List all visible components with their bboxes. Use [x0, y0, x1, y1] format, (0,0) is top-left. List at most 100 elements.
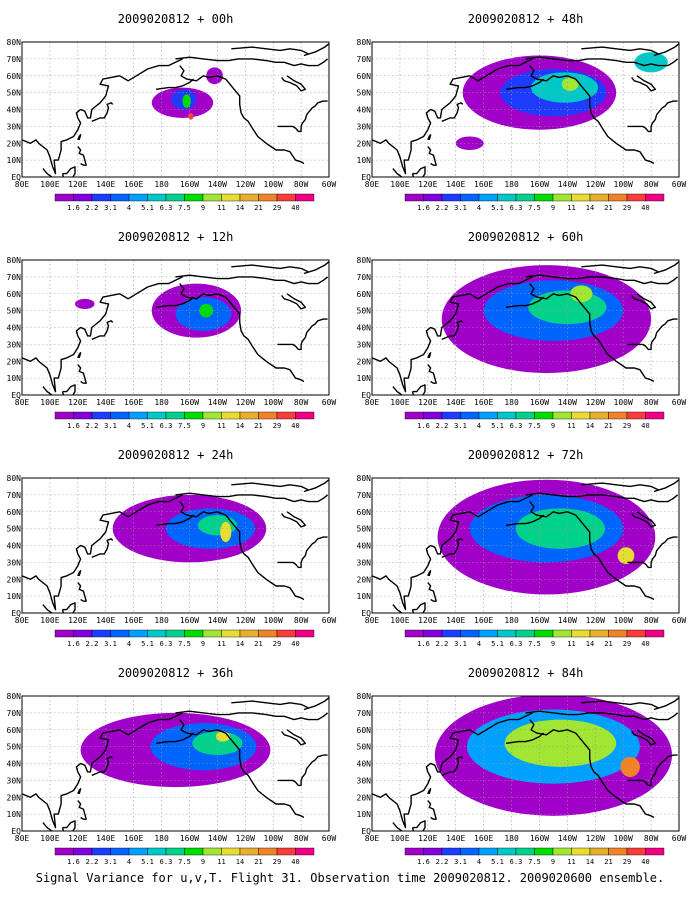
- map-frame: [371, 259, 680, 396]
- coastline: [529, 65, 655, 165]
- variance-contour: [455, 136, 484, 150]
- colorbar-swatch: [497, 629, 517, 638]
- colorbar-label: 40: [641, 640, 649, 648]
- coastline: [581, 46, 659, 55]
- x-tick-label: 180: [504, 616, 519, 625]
- y-tick-label: EQ: [361, 827, 371, 836]
- y-tick-label: 20N: [357, 575, 372, 584]
- y-tick-label: 70N: [357, 491, 372, 500]
- colorbar-swatch: [423, 411, 443, 420]
- colorbar-swatch: [571, 411, 591, 420]
- coastline: [77, 800, 87, 820]
- y-tick-label: 70N: [7, 709, 22, 718]
- y-tick-label: 30N: [357, 558, 372, 567]
- x-tick-label: 80W: [644, 616, 659, 625]
- variance-contour: [617, 547, 635, 565]
- y-tick-label: EQ: [11, 609, 21, 618]
- x-tick-label: 160W: [530, 834, 549, 843]
- y-tick-label: 40N: [7, 542, 22, 551]
- coastline: [427, 570, 432, 577]
- colorbar-label: 14: [586, 422, 594, 430]
- x-tick-label: 180: [154, 180, 169, 189]
- colorbar-label: 1.6: [67, 858, 80, 866]
- panel-title: 2009020812 + 00h: [118, 12, 234, 26]
- coastline: [525, 274, 679, 285]
- coastline: [427, 364, 437, 384]
- colorbar-label: 1.6: [67, 422, 80, 430]
- colorbar-swatch: [404, 193, 424, 202]
- colorbar-swatch: [91, 193, 111, 202]
- x-tick-label: 140E: [446, 180, 465, 189]
- coastline: [653, 43, 679, 57]
- colorbar-swatch: [54, 193, 74, 202]
- colorbar-swatch: [239, 411, 259, 420]
- colorbar-label: 5.1: [491, 858, 504, 866]
- colorbar-swatch: [221, 411, 241, 420]
- colorbar-swatch: [128, 193, 148, 202]
- coastline: [22, 494, 183, 611]
- colorbar-swatch: [295, 193, 315, 202]
- y-tick-label: 70N: [7, 273, 22, 282]
- y-tick-label: 20N: [7, 357, 22, 366]
- colorbar-swatch: [571, 847, 591, 856]
- y-tick-label: 40N: [7, 324, 22, 333]
- x-tick-label: 120W: [236, 180, 255, 189]
- coastline: [231, 264, 309, 273]
- colorbar-swatch: [276, 629, 296, 638]
- colorbar-swatch: [202, 629, 222, 638]
- coastline: [411, 166, 426, 177]
- figure-caption: Signal Variance for u,v,T. Flight 31. Ob…: [35, 871, 665, 885]
- variance-field: [151, 67, 223, 120]
- colorbar-swatch: [626, 411, 646, 420]
- colorbar-label: 21: [604, 204, 612, 212]
- y-tick-label: 20N: [357, 793, 372, 802]
- colorbar-swatch: [608, 193, 628, 202]
- colorbar-label: 3.1: [104, 640, 117, 648]
- coastline: [155, 514, 195, 526]
- colorbar-label: 6.3: [160, 640, 173, 648]
- variance-contour: [620, 756, 640, 777]
- map-panel-3: 2009020812 + 60h 80E 100E 120E 140E 160E 180 16…: [357, 230, 687, 430]
- colorbar-label: 1.6: [417, 640, 430, 648]
- coastline: [411, 820, 426, 831]
- y-tick-label: 60N: [357, 290, 372, 299]
- colorbar-label: 1.6: [417, 204, 430, 212]
- coastline: [427, 146, 437, 166]
- colorbar-label: 21: [254, 858, 262, 866]
- x-tick-label: 180: [154, 398, 169, 407]
- x-tick-label: 80W: [294, 180, 309, 189]
- colorbar-label: 2.2: [436, 858, 449, 866]
- colorbar-label: 29: [623, 422, 631, 430]
- map-panel-0: 2009020812 + 00h 80E 100E 120E 140E 160E 180 16…: [7, 12, 337, 212]
- colorbar-label: 40: [641, 858, 649, 866]
- coastline: [231, 46, 309, 55]
- colorbar-swatch: [295, 847, 315, 856]
- y-tick-label: 50N: [357, 89, 372, 98]
- colorbar-label: 11: [217, 640, 225, 648]
- x-tick-label: 120E: [68, 616, 87, 625]
- colorbar-label: 14: [586, 858, 594, 866]
- coastline: [179, 65, 305, 165]
- colorbar-swatch: [608, 629, 628, 638]
- x-tick-label: 160E: [474, 398, 493, 407]
- x-tick-label: 60W: [322, 180, 337, 189]
- colorbar-swatch: [460, 847, 480, 856]
- y-tick-label: 50N: [357, 743, 372, 752]
- colorbar-label: 14: [236, 640, 244, 648]
- y-tick-label: 50N: [7, 89, 22, 98]
- colorbar-swatch: [626, 629, 646, 638]
- panel-title: 2009020812 + 36h: [118, 666, 234, 680]
- coastline: [179, 719, 305, 819]
- x-tick-label: 100W: [614, 834, 633, 843]
- colorbar-swatch: [441, 411, 461, 420]
- colorbar-label: 5.1: [141, 640, 154, 648]
- colorbar-label: 11: [217, 204, 225, 212]
- y-tick-label: 30N: [7, 776, 22, 785]
- coastline: [175, 274, 329, 285]
- colorbar-label: 4: [477, 858, 481, 866]
- colorbar-swatch: [221, 629, 241, 638]
- colorbar-swatch: [258, 193, 278, 202]
- colorbar-swatch: [258, 411, 278, 420]
- x-tick-label: 80E: [15, 616, 30, 625]
- colorbar-swatch: [589, 193, 609, 202]
